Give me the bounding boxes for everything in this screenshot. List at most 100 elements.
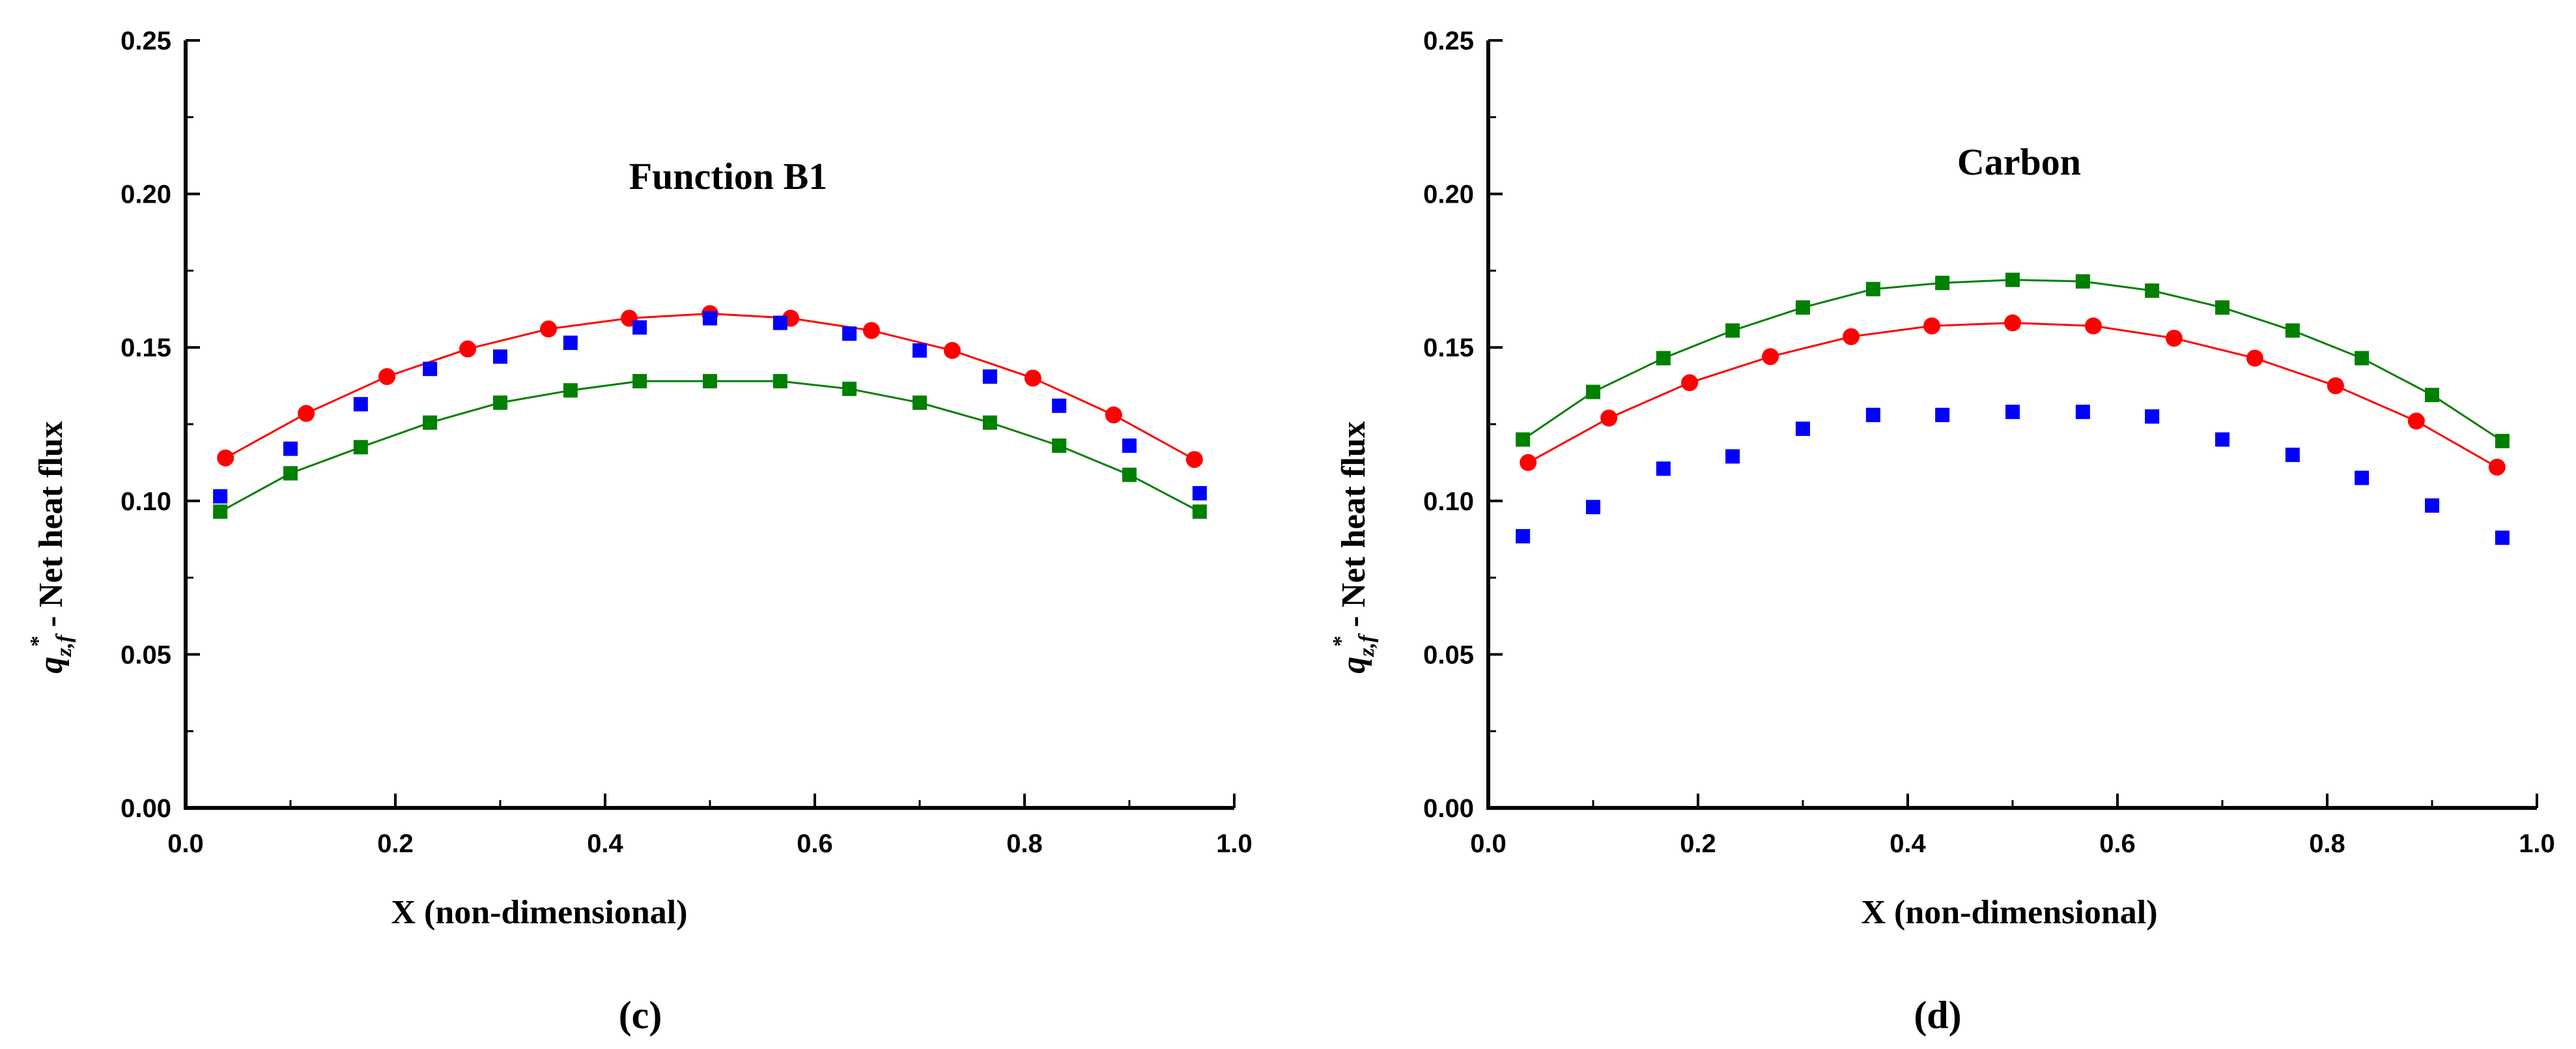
data-point-red (1923, 317, 1941, 335)
data-point-blue (1656, 461, 1671, 476)
data-point-green (563, 383, 578, 398)
chart-panel-d: 0.00 0.05 0.10 0.15 0.20 0.25 0.0 0.2 0.4 0.6 0.8 1… (1329, 27, 2555, 1037)
y-tick-label: 0.25 (1423, 27, 1474, 55)
x-tick-label: 0.6 (2099, 829, 2136, 858)
data-point-blue (842, 326, 857, 341)
data-point-blue (283, 441, 298, 456)
data-point-green (2005, 272, 2020, 287)
data-point-green (1725, 323, 1740, 338)
plot-area: 0.00 0.05 0.10 0.15 0.20 0.25 0.0 0.2 0.4 0.6 0.8 1… (1423, 27, 2555, 858)
data-point-red (2327, 377, 2344, 395)
y-tick-label: 0.05 (120, 640, 171, 669)
plot-area: 0.00 0.05 0.10 0.15 0.20 0.25 0.0 0.2 0.4 0.6 0.8 1… (120, 27, 1253, 858)
data-point-green (2145, 283, 2160, 298)
data-point-green (1052, 438, 1067, 453)
data-point-blue (1122, 438, 1137, 453)
x-tick-label: 0.8 (1006, 829, 1043, 858)
x-axis-title: X (non-dimensional) (391, 894, 687, 931)
data-point-green (1656, 351, 1671, 366)
data-point-red (2488, 458, 2506, 476)
data-point-red (2407, 412, 2425, 430)
data-point-blue (213, 489, 228, 504)
data-point-green (2075, 274, 2090, 289)
panel-label: (c) (619, 994, 662, 1037)
y-tick-label: 0.15 (1423, 334, 1474, 362)
data-point-blue (563, 336, 578, 351)
chart-title: Carbon (1957, 141, 2081, 183)
data-point-green (2425, 388, 2439, 403)
data-point-blue (1586, 500, 1600, 515)
y-tick-label: 0.20 (120, 180, 171, 209)
data-point-green (1516, 432, 1531, 447)
data-point-green (982, 415, 997, 430)
data-point-green (2355, 351, 2370, 366)
x-tick-label: 0.2 (377, 829, 414, 858)
data-point-green (2495, 433, 2510, 448)
data-point-red (2004, 314, 2021, 332)
data-point-green (353, 440, 368, 455)
y-tick-label: 0.25 (120, 27, 171, 55)
data-point-red (1762, 348, 1779, 366)
data-point-blue (2075, 405, 2090, 420)
data-point-green (283, 466, 298, 481)
chart-panel-c: 0.00 0.05 0.10 0.15 0.20 0.25 0.0 0.2 0.4 0.6 0.8 1… (26, 27, 1253, 1037)
data-point-green (842, 381, 857, 396)
y-tick-label: 0.00 (120, 794, 171, 823)
data-point-green (213, 504, 228, 519)
data-point-blue (493, 349, 507, 364)
data-point-red (298, 405, 315, 422)
y-tick-label: 0.20 (1423, 180, 1474, 209)
data-point-red (1681, 374, 1699, 392)
data-point-blue (1192, 486, 1207, 501)
y-tick-label: 0.00 (1423, 794, 1474, 823)
x-tick-label: 1.0 (1216, 829, 1253, 858)
data-point-green (1935, 276, 1950, 291)
y-axis-title: qz,f* - Net heat flux (26, 421, 76, 673)
x-tick-label: 0.0 (1470, 829, 1507, 858)
data-point-blue (982, 369, 997, 384)
panel-label: (d) (1914, 994, 1961, 1037)
data-point-green (423, 415, 438, 430)
data-point-blue (2495, 530, 2510, 545)
data-point-green (493, 395, 507, 410)
x-tick-label: 0.4 (587, 829, 623, 858)
data-point-blue (1796, 422, 1810, 437)
data-point-blue (772, 315, 787, 330)
data-point-red (378, 367, 396, 385)
data-point-blue (913, 343, 927, 358)
data-point-red (2246, 349, 2263, 367)
y-tick-label: 0.10 (120, 487, 171, 516)
data-point-blue (1725, 449, 1740, 464)
data-point-blue (2355, 470, 2370, 485)
data-point-green (2215, 300, 2229, 315)
data-point-blue (703, 311, 717, 326)
data-point-blue (632, 320, 647, 335)
data-point-green (1192, 504, 1207, 519)
data-point-red (943, 341, 961, 359)
x-tick-label: 0.0 (167, 829, 204, 858)
data-point-green (1865, 281, 1880, 296)
data-point-green (1122, 467, 1137, 482)
data-point-blue (2145, 409, 2160, 424)
data-point-red (1843, 328, 1860, 345)
data-point-blue (2285, 448, 2300, 463)
x-tick-label: 0.6 (797, 829, 833, 858)
data-point-blue (1935, 407, 1950, 422)
data-point-blue (2215, 432, 2229, 447)
data-point-red (1105, 406, 1122, 424)
data-point-green (1586, 384, 1600, 399)
data-point-blue (2425, 498, 2439, 513)
svg-text:qz,f* - Net heat flux: qz,f* - Net heat flux (1329, 421, 1379, 673)
x-tick-label: 0.8 (2309, 829, 2345, 858)
data-point-blue (1052, 398, 1067, 413)
data-point-red (1600, 409, 1618, 427)
data-point-red (1185, 451, 1203, 468)
x-tick-label: 1.0 (2519, 829, 2555, 858)
data-point-blue (353, 397, 368, 412)
y-tick-label: 0.10 (1423, 487, 1474, 516)
data-point-red (217, 449, 234, 467)
y-tick-label: 0.05 (1423, 640, 1474, 669)
data-point-green (2285, 323, 2300, 338)
